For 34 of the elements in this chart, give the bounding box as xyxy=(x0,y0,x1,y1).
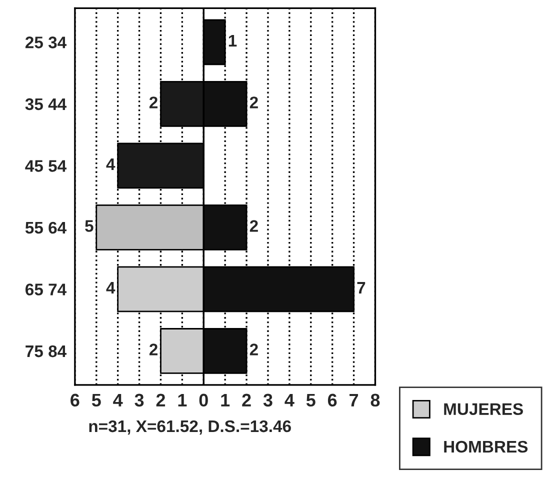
x-tick-label: 5 xyxy=(306,394,316,407)
legend-label: MUJERES xyxy=(444,403,523,416)
x-tick-label: 4 xyxy=(113,394,123,406)
x-tick-label: 0 xyxy=(199,394,208,407)
y-tick-label: 45 54 xyxy=(25,160,67,172)
y-tick-label: 65 74 xyxy=(26,284,67,296)
y-tick-label: 55 64 xyxy=(25,222,67,234)
data-label: 5 xyxy=(85,220,94,232)
data-label: 2 xyxy=(250,220,258,232)
x-tick-label: 2 xyxy=(242,394,251,406)
data-label: 2 xyxy=(250,344,258,356)
x-tick-label: 8 xyxy=(370,394,380,407)
y-tick-label: 35 44 xyxy=(25,98,67,110)
x-tick-label: 7 xyxy=(350,394,358,406)
x-tick-label: 5 xyxy=(92,394,101,407)
data-label: 2 xyxy=(149,96,158,108)
data-label: 4 xyxy=(106,158,116,170)
data-label: 2 xyxy=(149,344,158,356)
x-tick-label: 1 xyxy=(221,394,230,406)
x-tick-label: 6 xyxy=(328,394,337,407)
y-tick-label: 25 34 xyxy=(25,36,67,48)
data-label: 7 xyxy=(357,282,366,294)
x-tick-label: 1 xyxy=(178,394,187,406)
legend-label: HOMBRES xyxy=(444,440,528,453)
y-tick-label: 75 84 xyxy=(26,345,67,358)
data-label: 4 xyxy=(106,282,116,294)
data-label: 2 xyxy=(250,96,258,108)
x-tick-label: 4 xyxy=(284,394,294,406)
x-tick-label: 6 xyxy=(70,394,80,407)
x-tick-label: 2 xyxy=(156,394,166,406)
text: n=31, X=61.52, D.S.=13.46 xyxy=(89,420,291,435)
data-label: 1 xyxy=(228,34,237,46)
x-tick-label: 3 xyxy=(263,394,272,407)
x-tick-label: 3 xyxy=(134,394,144,407)
